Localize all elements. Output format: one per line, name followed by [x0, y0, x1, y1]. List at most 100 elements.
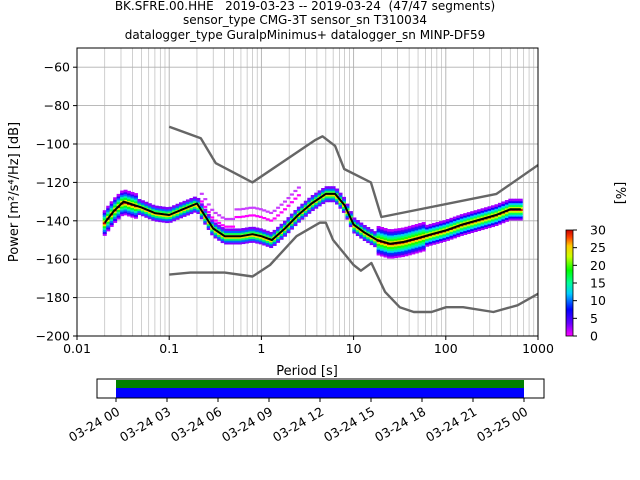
- density-cell: [133, 196, 138, 200]
- density-cell: [258, 237, 263, 241]
- density-cell: [383, 233, 388, 237]
- density-cell: [366, 230, 371, 234]
- density-cell: [227, 236, 232, 239]
- density-cell: [456, 221, 461, 224]
- density-cell: [310, 198, 315, 202]
- density-cell: [411, 226, 416, 230]
- y-tick-label: −200: [36, 329, 70, 344]
- density-cell: [130, 201, 135, 205]
- density-cell: [515, 200, 520, 204]
- density-cell: [487, 208, 492, 211]
- density-cell: [487, 212, 492, 215]
- density-cell: [387, 234, 392, 238]
- density-cell: [237, 239, 242, 243]
- timeline-tick-label: 03-25 00: [474, 404, 530, 445]
- density-cell: [497, 204, 502, 208]
- density-cell: [376, 243, 381, 246]
- density-cell: [411, 236, 416, 240]
- density-cell: [439, 221, 444, 224]
- density-cell: [411, 234, 416, 238]
- density-cell: [137, 202, 142, 206]
- density-cell: [283, 230, 288, 233]
- density-cell: [491, 220, 496, 224]
- x-tick-label: 0.01: [63, 341, 91, 356]
- density-cell: [373, 242, 378, 246]
- density-cell: [359, 230, 364, 233]
- density-cell: [296, 220, 301, 223]
- density-cell: [203, 218, 208, 221]
- density-cell: [387, 238, 392, 242]
- density-cell: [473, 221, 478, 225]
- density-cell: [397, 247, 402, 250]
- density-cell: [452, 216, 457, 220]
- density-cell: [400, 231, 405, 235]
- density-cell: [109, 208, 114, 212]
- density-cell: [459, 216, 464, 219]
- density-cell: [484, 213, 489, 216]
- density-cell: [411, 246, 416, 249]
- density-cell: [341, 208, 346, 211]
- density-cell: [442, 233, 447, 237]
- density-cell: [518, 198, 523, 202]
- density-cell: [369, 242, 374, 246]
- density-cell: [127, 210, 132, 213]
- density-cell: [321, 189, 326, 193]
- density-cell: [127, 190, 132, 194]
- density-cell: [473, 215, 478, 219]
- density-cell: [359, 235, 364, 239]
- density-cell: [321, 191, 326, 195]
- density-cell: [140, 204, 145, 207]
- density-cell: [262, 231, 267, 234]
- density-cell: [106, 228, 111, 232]
- density-cell: [120, 209, 125, 213]
- density-cell: [206, 213, 211, 217]
- density-outlier: [227, 225, 232, 228]
- density-cell: [390, 248, 395, 251]
- density-cell: [213, 226, 218, 229]
- density-cell: [165, 216, 170, 220]
- density-cell: [387, 253, 392, 257]
- density-cell: [400, 235, 405, 238]
- density-cell: [258, 228, 263, 231]
- density-cell: [109, 220, 114, 224]
- density-cell: [470, 213, 475, 216]
- density-cell: [296, 208, 301, 212]
- density-cell: [473, 214, 478, 217]
- density-cell: [380, 230, 385, 234]
- density-cell: [158, 209, 163, 213]
- density-cell: [407, 231, 412, 235]
- density-cell: [359, 232, 364, 235]
- density-cell: [113, 214, 118, 218]
- density-cell: [511, 214, 516, 217]
- density-cell: [182, 214, 187, 217]
- density-cell: [497, 220, 502, 223]
- density-cell: [147, 210, 152, 214]
- density-cell: [109, 201, 114, 204]
- density-cell: [147, 216, 152, 220]
- density-cell: [116, 195, 121, 199]
- density-cell: [376, 229, 381, 233]
- density-cell: [210, 228, 215, 232]
- density-cell: [449, 217, 454, 221]
- density-cell: [504, 203, 509, 207]
- density-cell: [359, 226, 364, 229]
- density-cell: [442, 222, 447, 225]
- density-cell: [494, 219, 499, 223]
- density-cell: [213, 230, 218, 233]
- density-cell: [123, 206, 128, 210]
- density-cell: [224, 241, 229, 245]
- density-cell: [258, 230, 263, 233]
- density-cell: [387, 230, 392, 234]
- density-cell: [387, 252, 392, 255]
- density-cell: [404, 228, 409, 232]
- density-cell: [199, 216, 204, 220]
- density-cell: [404, 230, 409, 234]
- density-cell: [241, 228, 246, 231]
- density-outlier: [217, 221, 222, 225]
- density-cell: [491, 222, 496, 226]
- density-cell: [338, 206, 343, 209]
- density-outlier: [255, 207, 260, 210]
- density-cell: [248, 240, 253, 243]
- density-outlier: [296, 194, 301, 197]
- density-cell: [345, 207, 350, 211]
